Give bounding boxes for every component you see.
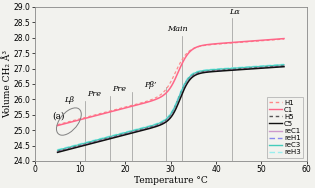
- Text: Pre: Pre: [87, 90, 101, 98]
- Text: Pre: Pre: [112, 85, 126, 93]
- Y-axis label: Volume CH₂ Å³: Volume CH₂ Å³: [3, 50, 13, 118]
- Legend: H1, C1, H5, C5, reC1, reH1, reC3, reH3: H1, C1, H5, C5, reC1, reH1, reC3, reH3: [267, 97, 303, 158]
- Text: Lβ: Lβ: [64, 96, 74, 104]
- Text: (a): (a): [52, 112, 65, 121]
- X-axis label: Temperature °C: Temperature °C: [134, 176, 208, 185]
- Text: Main: Main: [167, 25, 188, 33]
- Text: Lα: Lα: [229, 8, 240, 16]
- Text: Pβ’: Pβ’: [144, 81, 157, 89]
